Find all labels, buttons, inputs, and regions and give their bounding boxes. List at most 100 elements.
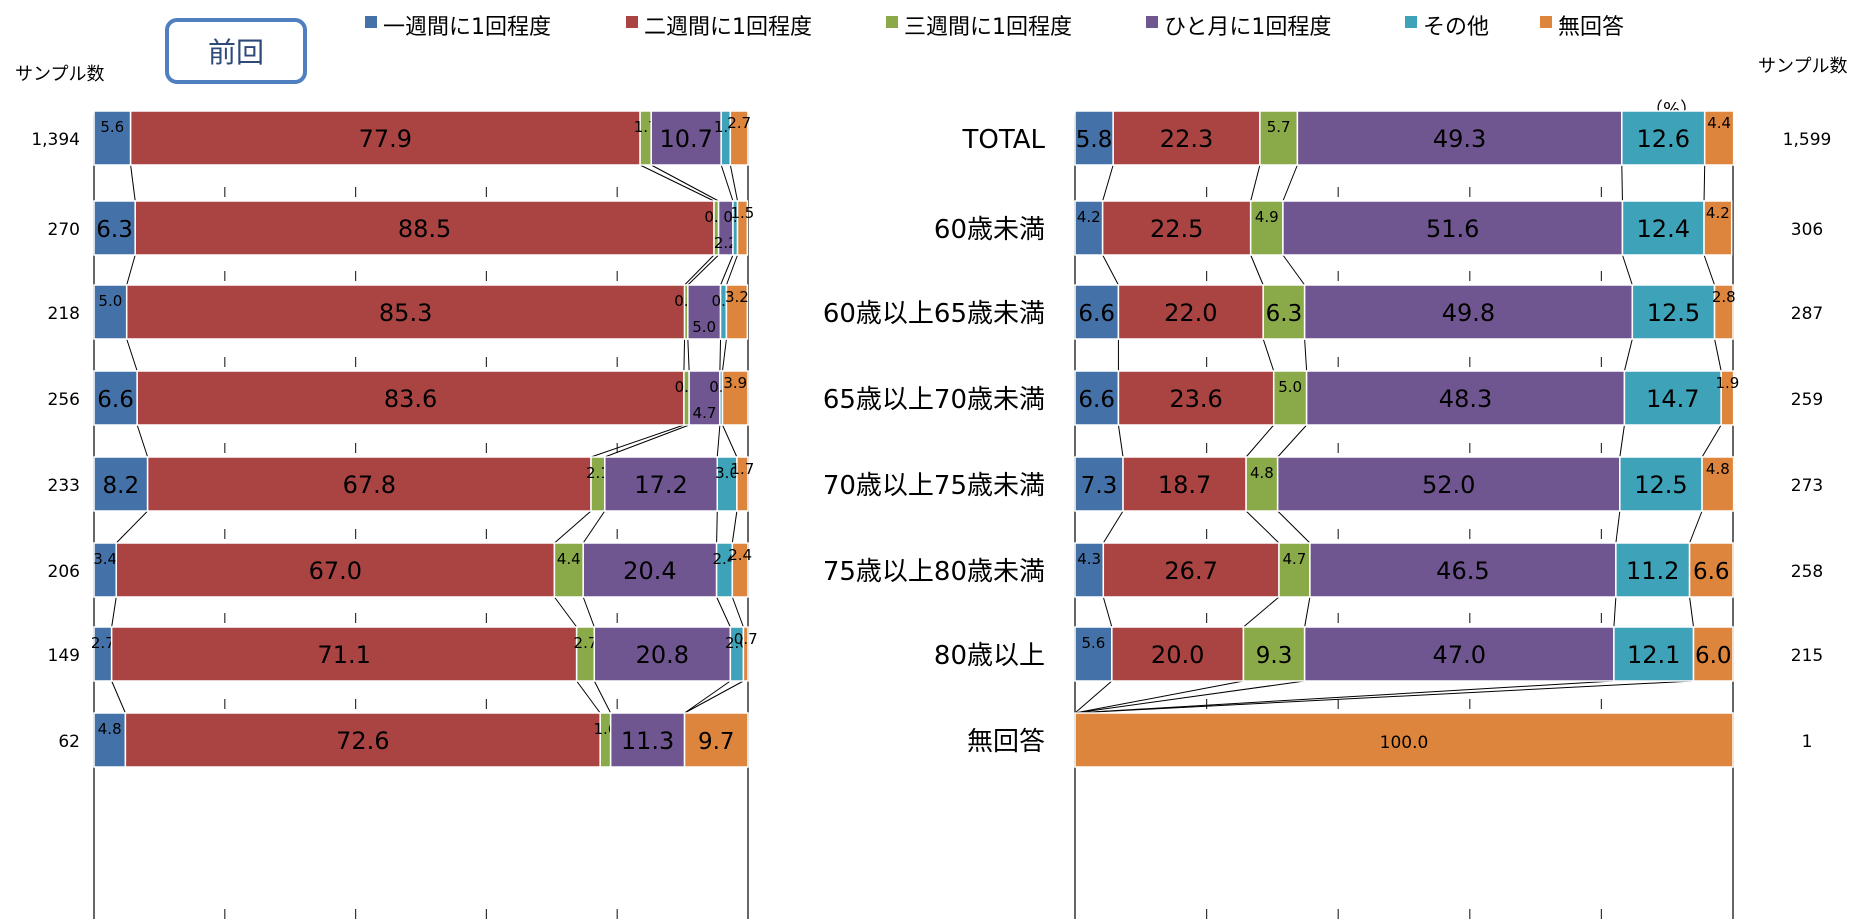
left-connector-3-1 <box>126 338 138 372</box>
right-connector-5-1 <box>1102 510 1124 544</box>
right-data-label-3-3: 6.3 <box>1266 301 1303 327</box>
right-data-label-2-2: 22.5 <box>1150 215 1203 243</box>
right-connector-4-4 <box>1619 424 1625 458</box>
right-data-label-1-1: 5.8 <box>1076 127 1113 153</box>
right-bar-2-seg-2 <box>1101 200 1252 256</box>
right-bar-6-seg-4 <box>1309 542 1617 598</box>
right-bar-4-seg-5 <box>1623 370 1722 426</box>
right-data-label-1-5: 12.6 <box>1637 125 1690 153</box>
right-connector-6-1 <box>1102 596 1113 628</box>
left-data-label-8-1: 4.8 <box>98 720 122 738</box>
right-connector-3-5 <box>1714 338 1722 372</box>
legend-label-1: 一週間に1回程度 <box>383 15 551 40</box>
left-connector-7-5 <box>684 680 744 714</box>
legend: 一週間に1回程度 二週間に1回程度 三週間に1回程度 ひと月に1回程度 その他 無回答 <box>365 15 1624 40</box>
previous-badge-frame <box>165 18 307 84</box>
left-connector-4-1 <box>136 424 149 458</box>
left-connector-7-4 <box>684 680 731 714</box>
right-data-label-4-1: 6.6 <box>1078 387 1115 413</box>
left-data-label-4-1: 6.6 <box>97 387 134 413</box>
right-bar-3-seg-2 <box>1117 284 1264 340</box>
right-connector-7-5 <box>1074 680 1694 714</box>
right-bar-1-seg-2 <box>1112 110 1261 166</box>
right-bar-3-seg-1 <box>1074 284 1120 340</box>
right-connector-2-4 <box>1621 254 1633 286</box>
right-data-label-1-6: 4.4 <box>1707 114 1731 132</box>
right-sample-count-2: 306 <box>1791 220 1823 240</box>
right-bar-7-seg-5 <box>1613 626 1695 682</box>
left-bar-6-seg-2 <box>115 542 556 598</box>
left-data-label-1-4: 10.7 <box>659 125 712 153</box>
right-data-label-3-6: 2.8 <box>1712 288 1736 306</box>
legend-swatch-6 <box>1540 16 1552 28</box>
left-connector-4-2 <box>590 424 685 458</box>
right-bar-4-seg-3 <box>1272 370 1308 426</box>
left-bar-2-seg-2 <box>134 200 715 256</box>
left-connector-6-1 <box>111 596 117 628</box>
right-data-label-3-1: 6.6 <box>1078 301 1115 327</box>
left-data-label-5-1: 8.2 <box>103 473 140 499</box>
left-data-label-8-2: 72.6 <box>336 727 389 755</box>
left-data-label-4-2: 83.6 <box>384 385 437 413</box>
right-bar-4-seg-2 <box>1117 370 1275 426</box>
right-connector-4-1 <box>1117 424 1124 458</box>
left-data-label-5-5: 3.0 <box>715 464 739 482</box>
left-data-label-5-4: 17.2 <box>634 471 687 499</box>
left-bar-4-seg-1 <box>93 370 138 426</box>
right-connector-3-2 <box>1262 338 1275 372</box>
left-bar-5-seg-6 <box>736 456 749 512</box>
legend-label-3: 三週間に1回程度 <box>904 15 1072 40</box>
left-connector-4-3 <box>604 424 690 458</box>
left-data-label-3-4: 5.0 <box>692 318 716 336</box>
right-bar-6-seg-1 <box>1074 542 1105 598</box>
left-bar-8-seg-2 <box>124 712 601 768</box>
left-bar-5-seg-1 <box>93 456 149 512</box>
left-data-label-7-3: 2.7 <box>574 634 598 652</box>
right-data-label-5-6: 4.8 <box>1706 460 1730 478</box>
left-connector-6-4 <box>716 596 731 628</box>
category-label-6: 75歳以上80歳未満 <box>823 557 1045 587</box>
category-label-4: 65歳以上70歳未満 <box>823 385 1045 415</box>
left-sample-count-7: 149 <box>48 646 80 666</box>
right-connector-2-2 <box>1250 254 1264 286</box>
legend-label-2: 二週間に1回程度 <box>644 15 812 40</box>
previous-badge-text: 前回 <box>208 36 264 69</box>
left-connector-3-3 <box>687 338 690 372</box>
right-sample-count-1: 1,599 <box>1783 130 1832 150</box>
right-bar-4-seg-4 <box>1305 370 1626 426</box>
right-data-label-1-4: 49.3 <box>1433 125 1486 153</box>
right-data-label-4-4: 48.3 <box>1439 385 1492 413</box>
left-sample-count-6: 206 <box>48 562 80 582</box>
left-bar-8-seg-4 <box>609 712 686 768</box>
right-bar-6-seg-5 <box>1615 542 1691 598</box>
right-data-label-7-5: 12.1 <box>1627 641 1680 669</box>
right-bar-1-seg-1 <box>1074 110 1114 166</box>
right-bar-5-seg-1 <box>1074 456 1124 512</box>
left-connector-6-2 <box>554 596 578 628</box>
right-data-label-8-6: 100.0 <box>1380 733 1429 753</box>
left-bar-6-seg-4 <box>582 542 718 598</box>
right-bar-3-seg-4 <box>1303 284 1634 340</box>
left-data-label-6-5: 2.4 <box>713 550 737 568</box>
left-bar-4-seg-2 <box>136 370 685 426</box>
left-bar-3-seg-1 <box>93 284 128 340</box>
right-bar-6-seg-3 <box>1278 542 1311 598</box>
right-data-label-1-2: 22.3 <box>1160 125 1213 153</box>
left-bar-7-seg-2 <box>110 626 578 682</box>
sample-count-header-left: サンプル数 <box>15 64 104 85</box>
left-connector-5-3 <box>582 510 606 544</box>
left-connector-2-1 <box>126 254 136 286</box>
left-connector-2-5 <box>725 254 739 286</box>
category-label-2: 60歳未満 <box>934 215 1045 245</box>
right-connector-6-4 <box>1613 596 1617 628</box>
left-connector-2-3 <box>687 254 719 286</box>
right-sample-count-6: 258 <box>1791 562 1823 582</box>
right-bar-1-seg-6 <box>1703 110 1735 166</box>
legend-label-5: その他 <box>1423 15 1489 40</box>
left-data-label-6-4: 20.4 <box>623 557 676 585</box>
legend-label-4: ひと月に1回程度 <box>1164 15 1331 40</box>
sample-count-header-right: サンプル数 <box>1758 56 1847 77</box>
legend-swatch-1 <box>365 16 377 28</box>
right-connector-2-5 <box>1703 254 1716 286</box>
right-bar-7-seg-1 <box>1074 626 1113 682</box>
